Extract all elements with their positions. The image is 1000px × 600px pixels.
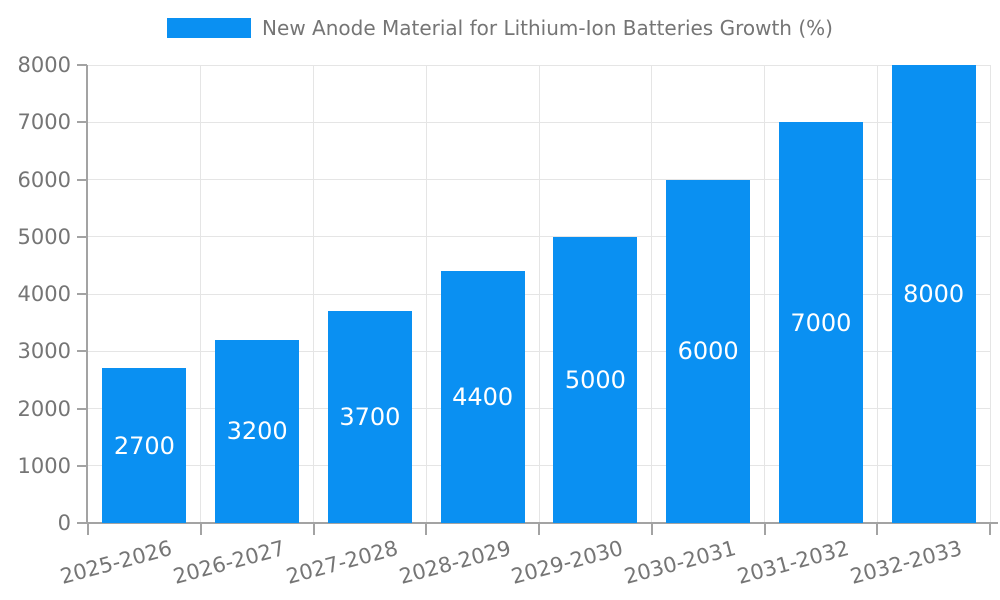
x-axis-tick [312, 523, 315, 535]
bar[interactable]: 6000 [666, 179, 751, 523]
y-axis-tick-label: 2000 [17, 396, 71, 421]
bar-value-label: 6000 [677, 337, 739, 366]
bar[interactable]: 5000 [553, 236, 638, 523]
bar-value-label: 5000 [564, 365, 626, 394]
x-axis-line [88, 522, 998, 524]
y-axis-tick-label: 0 [57, 511, 71, 535]
bar-value-label: 2700 [113, 431, 175, 460]
y-axis-tick-label: 8000 [17, 53, 71, 77]
vertical-gridline [425, 65, 427, 523]
x-axis-tick [989, 523, 991, 535]
vertical-gridline [538, 65, 540, 523]
vertical-gridline [200, 65, 202, 523]
x-axis-tick [425, 523, 428, 535]
y-axis-line [86, 65, 88, 523]
y-axis-tick-label: 7000 [17, 110, 71, 135]
bar-value-label: 3200 [226, 417, 288, 446]
bar-value-label: 4400 [452, 383, 514, 412]
y-axis-tick-label: 5000 [17, 224, 71, 249]
vertical-gridline [313, 65, 314, 523]
x-axis-tick [650, 523, 653, 535]
legend[interactable]: New Anode Material for Lithium-Ion Batte… [0, 16, 1000, 40]
bar-value-label: 8000 [903, 280, 965, 308]
x-axis-tick [876, 523, 879, 535]
y-axis-tick [77, 464, 87, 467]
x-axis-tick [87, 523, 89, 535]
bar[interactable]: 8000 [891, 65, 976, 523]
bar[interactable]: 3200 [215, 339, 300, 523]
y-axis-tick [77, 121, 87, 124]
bar[interactable]: 7000 [778, 122, 863, 523]
y-axis-tick [77, 235, 87, 238]
y-axis-tick [77, 178, 87, 181]
y-axis-tick-label: 4000 [17, 282, 71, 306]
y-axis-tick [77, 407, 87, 410]
y-axis-tick-label: 3000 [17, 339, 71, 364]
x-axis-tick [538, 523, 540, 535]
vertical-gridline [989, 65, 991, 523]
vertical-gridline [876, 65, 878, 523]
y-axis-tick [77, 350, 87, 353]
x-axis-tick [763, 523, 766, 535]
vertical-gridline [764, 65, 765, 523]
bar-value-label: 7000 [790, 308, 852, 337]
bar[interactable]: 4400 [440, 271, 525, 523]
y-axis-tick [77, 522, 87, 524]
bar[interactable]: 3700 [327, 311, 412, 523]
y-axis-tick-label: 1000 [17, 453, 71, 478]
bar-value-label: 3700 [339, 403, 401, 432]
legend-swatch [167, 18, 252, 38]
vertical-gridline [651, 65, 653, 523]
y-axis-tick [77, 293, 87, 295]
y-axis-tick-label: 6000 [17, 167, 71, 192]
y-axis-tick [77, 64, 87, 66]
bar[interactable]: 2700 [102, 368, 187, 523]
legend-label: New Anode Material for Lithium-Ion Batte… [262, 16, 833, 40]
x-axis-tick [199, 523, 202, 535]
